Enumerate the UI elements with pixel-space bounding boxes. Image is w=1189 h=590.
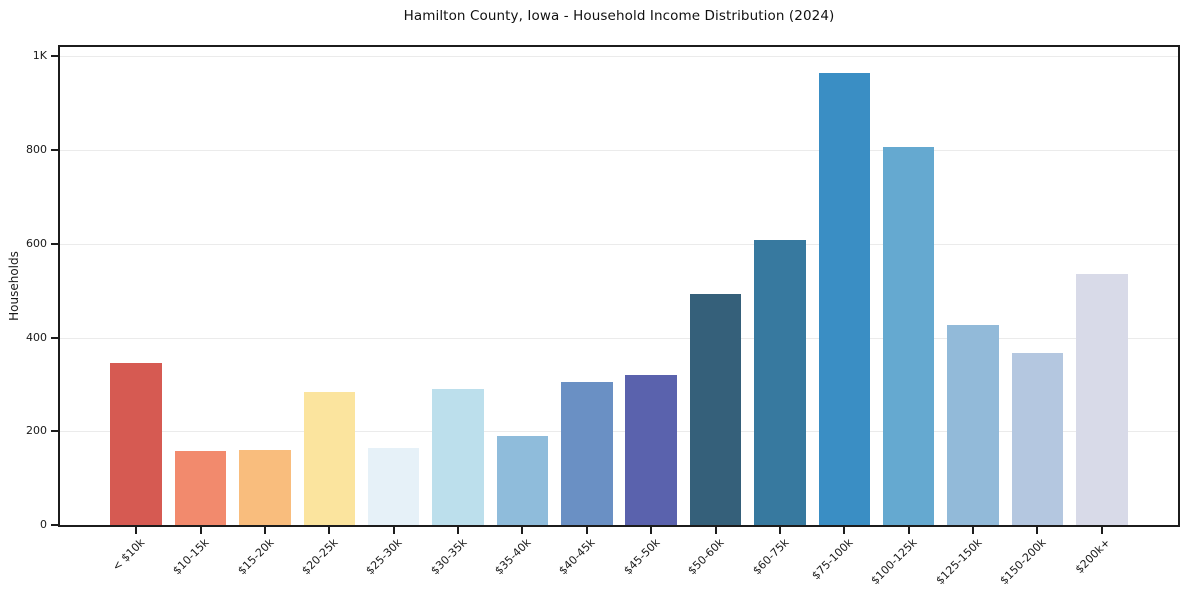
x-tick-mark-$10-15k (199, 527, 202, 534)
x-tick-mark-$20-25k (328, 527, 331, 534)
x-tick-mark-$75-100k (843, 527, 846, 534)
bar-slot (877, 47, 941, 525)
bar-$75-100k (818, 72, 871, 525)
bar-$200k+ (1076, 274, 1128, 525)
bar-slot (362, 47, 426, 525)
y-tick-label-400: 400 (26, 330, 47, 344)
bar-slot (1005, 47, 1069, 525)
x-tick-mark-$40-45k (585, 527, 588, 534)
y-tick-label-0: 0 (40, 518, 47, 531)
bar-$10-15k (174, 451, 227, 525)
y-tick-mark-200 (51, 430, 58, 433)
x-tick-label-$40-45k: $40-45k (556, 536, 599, 578)
bar-slot (941, 47, 1005, 525)
y-tick-mark-400 (51, 336, 58, 339)
x-tick-label-$60-75k: $60-75k (749, 536, 792, 578)
y-tick-label-800: 800 (26, 143, 47, 157)
bar-$35-40k (496, 436, 549, 525)
x-tick-label-$75-100k: $75-100k (809, 536, 856, 583)
x-tick-label-$15-20k: $15-20k (234, 536, 277, 578)
x-tick-mark-$45-50k (650, 527, 653, 534)
x-tick-mark-$30-35k (457, 527, 460, 534)
x-tick-mark-$60-75k (778, 527, 781, 534)
x-tick-mark-$100-125k (907, 527, 910, 534)
x-tick-label-$100-125k: $100-125k (868, 536, 920, 588)
bar-$150-200k (1011, 353, 1064, 525)
bar-$30-35k (432, 389, 484, 525)
x-tick-label-$200k+: $200k+ (1072, 536, 1114, 577)
y-axis-label: Households (7, 251, 21, 321)
x-tick-mark-$200k+ (1100, 527, 1103, 534)
bar-slot (683, 47, 747, 525)
bar-$125-150k (947, 324, 999, 525)
x-tick-mark-$35-40k (521, 527, 524, 534)
x-tick-mark-$15-20k (263, 527, 266, 534)
bar-$25-30k (367, 447, 420, 525)
bar-$15-20k (239, 450, 291, 525)
bar-slot (426, 47, 490, 525)
bar-< $10k (110, 363, 162, 525)
bar-$50-60k (689, 294, 742, 525)
bar-slot (812, 47, 876, 525)
bars-layer (60, 47, 1178, 525)
x-tick-label-< $10k: < $10k (109, 536, 148, 574)
gridline-400 (60, 337, 1178, 339)
x-tick-label-$45-50k: $45-50k (621, 536, 663, 578)
y-tick-label-200: 200 (26, 424, 47, 438)
bar-$100-125k (882, 146, 935, 525)
gridline-800 (60, 150, 1178, 152)
x-tick-mark-$25-30k (392, 527, 395, 534)
bar-$45-50k (625, 374, 677, 525)
bar-$20-25k (303, 392, 356, 525)
gridline-600 (60, 243, 1178, 245)
x-tick-label-$50-60k: $50-60k (685, 536, 727, 578)
y-tick-label-600: 600 (26, 236, 47, 250)
x-tick-mark-$125-150k (972, 527, 975, 534)
bar-slot (104, 47, 168, 525)
bar-slot (168, 47, 232, 525)
bar-$40-45k (561, 382, 613, 525)
x-tick-mark-$150-200k (1036, 527, 1039, 534)
bar-slot (297, 47, 361, 525)
bar-slot (555, 47, 619, 525)
plot-area (58, 45, 1180, 527)
bar-slot (619, 47, 683, 525)
bar-$60-75k (754, 240, 806, 525)
x-tick-label-$10-15k: $10-15k (170, 536, 212, 578)
bar-slot (748, 47, 812, 525)
x-tick-label-$150-200k: $150-200k (997, 536, 1049, 588)
y-tick-label-1K: 1K (32, 49, 47, 63)
x-tick-mark-$50-60k (714, 527, 717, 534)
x-tick-label-$125-150k: $125-150k (933, 536, 985, 588)
y-tick-mark-800 (51, 149, 58, 152)
y-tick-mark-1K (51, 55, 58, 58)
x-tick-label-$20-25k: $20-25k (299, 536, 341, 578)
bar-slot (233, 47, 297, 525)
x-tick-label-$25-30k: $25-30k (363, 536, 405, 578)
chart-title: Hamilton County, Iowa - Household Income… (403, 8, 835, 24)
bar-slot (1070, 47, 1134, 525)
y-tick-mark-0 (51, 524, 58, 526)
x-tick-label-$30-35k: $30-35k (427, 536, 470, 578)
x-tick-mark-< $10k (135, 527, 138, 534)
gridline-1000 (60, 56, 1178, 58)
gridline-200 (60, 431, 1178, 433)
x-tick-label-$35-40k: $35-40k (492, 536, 534, 578)
bar-slot (490, 47, 554, 525)
y-tick-mark-600 (51, 242, 58, 245)
